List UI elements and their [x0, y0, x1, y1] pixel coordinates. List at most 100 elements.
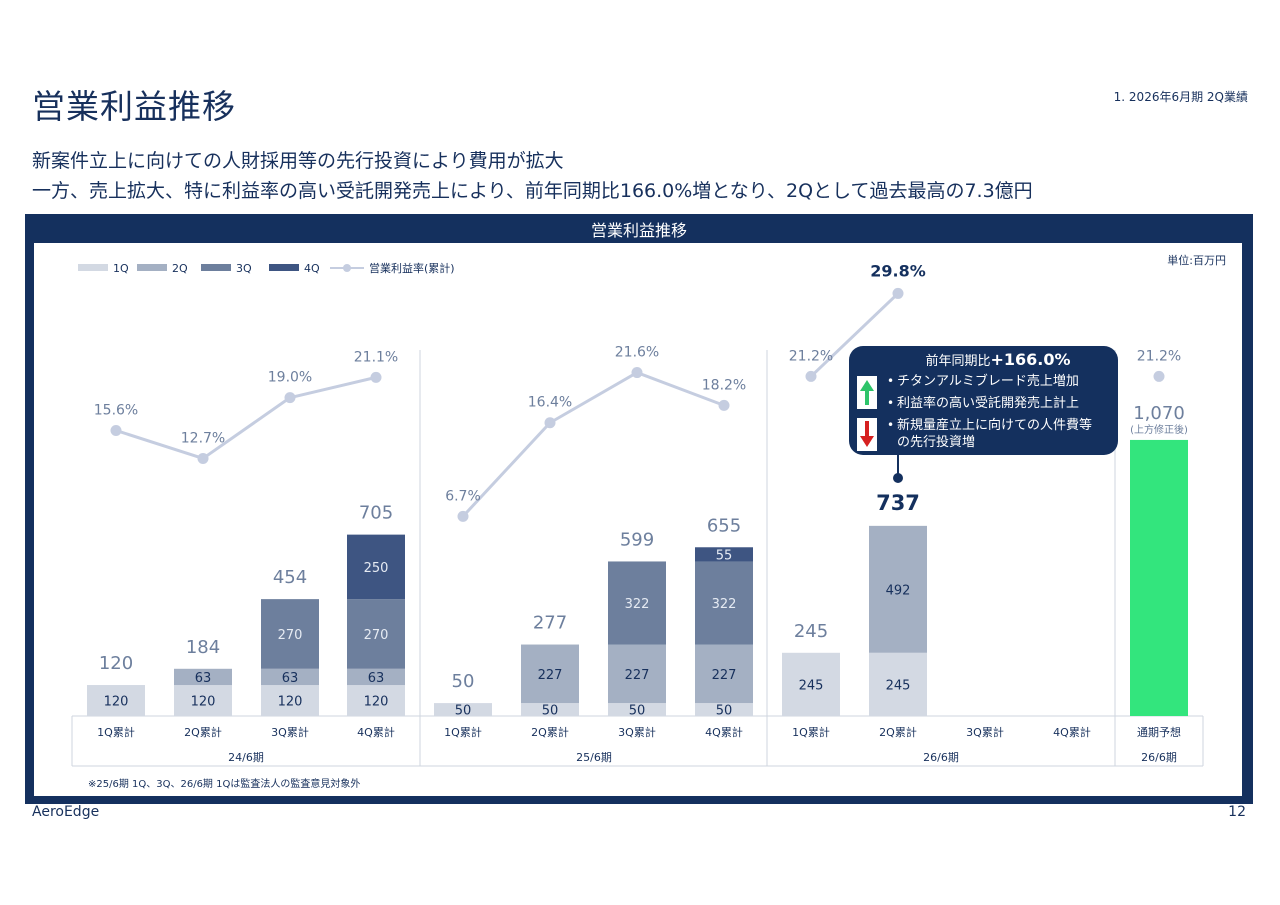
- bar-segment: [434, 703, 492, 716]
- legend-swatch-2q: [137, 264, 167, 271]
- bar-segment-label: 63: [368, 671, 385, 686]
- bar-total-label: 1,070: [1133, 403, 1185, 424]
- bar-segment-label: 120: [278, 695, 303, 710]
- x-tick-label: 2Q累計: [879, 725, 917, 739]
- group-label: 26/6期: [923, 751, 959, 764]
- margin-point: [110, 424, 122, 436]
- margin-line-segment: [202, 396, 291, 460]
- bar-segment: [347, 685, 405, 716]
- bar-segment: [521, 644, 579, 704]
- bar-segment: [261, 668, 319, 686]
- bar-segment: [347, 599, 405, 669]
- margin-label: 21.1%: [354, 349, 398, 365]
- x-tick-label: 1Q累計: [97, 725, 135, 739]
- margin-point: [544, 417, 556, 429]
- bar-segment: [695, 644, 753, 704]
- bar-segment: [608, 644, 666, 704]
- page-number: 12: [1228, 804, 1246, 820]
- bar-segment-label: 270: [278, 628, 303, 643]
- bar-segment-label: 50: [542, 704, 559, 719]
- x-tick-label: 2Q累計: [531, 725, 569, 739]
- margin-line-segment: [461, 421, 552, 518]
- bar-segment-label: 50: [716, 704, 733, 719]
- bar-segment: [521, 703, 579, 716]
- margin-line-segment: [549, 371, 638, 425]
- company-name: AeroEdge: [32, 804, 100, 820]
- panel-title: 営業利益推移: [590, 221, 687, 240]
- bar-total-label: 454: [273, 567, 307, 588]
- bar-segment-label: 55: [716, 548, 733, 563]
- bar-segment-label: 227: [538, 668, 563, 683]
- callout-item-text: 新規量産立上に向けての人件費等: [897, 417, 1092, 433]
- bar-total-label: 50: [452, 671, 475, 692]
- margin-line-segment: [809, 292, 900, 378]
- margin-point: [718, 399, 730, 411]
- bar-segment: [1130, 439, 1188, 716]
- bar-segment: [608, 561, 666, 645]
- legend-swatch-1q: [78, 264, 108, 271]
- bar-segment-label: 245: [886, 678, 911, 693]
- legend-swatch-3q: [201, 264, 231, 271]
- bar-total-label: 277: [533, 613, 567, 634]
- callout-bullet: •: [887, 418, 894, 432]
- bar-segment-label: 120: [191, 695, 216, 710]
- bar-segment: [347, 668, 405, 686]
- margin-point: [805, 370, 817, 382]
- bar-total-label: 599: [620, 529, 654, 550]
- callout-title: 前年同期比+166.0%: [925, 350, 1070, 369]
- bar-segment-label: 270: [364, 628, 389, 643]
- x-tick-label: 4Q累計: [1053, 725, 1091, 739]
- margin-label: 18.2%: [702, 377, 746, 393]
- legend-label-2q: 2Q: [172, 262, 188, 275]
- section-label: 1. 2026年6月期 2Q業績: [1113, 90, 1248, 104]
- bar-segment: [695, 547, 753, 562]
- margin-label: 12.7%: [181, 430, 225, 446]
- bar-segment: [869, 525, 927, 653]
- x-tick-label: 4Q累計: [357, 725, 395, 739]
- x-tick-label: 3Q累計: [966, 725, 1004, 739]
- margin-point: [1153, 370, 1165, 382]
- margin-point: [370, 371, 382, 383]
- x-tick-label: 3Q累計: [271, 725, 309, 739]
- x-tick-label: 2Q累計: [184, 725, 222, 739]
- callout-bullet: •: [887, 374, 894, 388]
- subtitle-line-2: 一方、売上拡大、特に利益率の高い受託開発売上により、前年同期比166.0%増とな…: [32, 180, 1033, 202]
- x-tick-label: 4Q累計: [705, 725, 743, 739]
- group-label: 25/6期: [576, 751, 612, 764]
- bar-total-label: 245: [794, 621, 828, 642]
- legend-label-1q: 1Q: [113, 262, 129, 275]
- callout-bullet: •: [887, 396, 894, 410]
- margin-label: 19.0%: [268, 370, 312, 386]
- margin-label: 21.2%: [1137, 348, 1181, 364]
- page-title: 営業利益推移: [32, 87, 236, 126]
- bar-segment: [174, 685, 232, 716]
- margin-label: 21.2%: [789, 348, 833, 364]
- callout-box: [849, 346, 1118, 455]
- bar-segment-label: 120: [104, 695, 129, 710]
- bar-segment: [87, 685, 145, 716]
- callout-pointer-dot: [893, 473, 903, 483]
- legend-label-3q: 3Q: [236, 262, 252, 275]
- x-tick-label: 通期予想: [1137, 725, 1181, 739]
- margin-line-segment: [289, 375, 377, 400]
- x-tick-label: 1Q累計: [444, 725, 482, 739]
- margin-label: 29.8%: [870, 261, 926, 280]
- forecast-note: (上方修正後): [1130, 423, 1188, 436]
- callout-item-text: チタンアルミブレード売上増加: [897, 373, 1079, 389]
- bar-total-label: 737: [876, 491, 920, 515]
- bar-segment-label: 63: [282, 671, 299, 686]
- bar-segment-label: 50: [629, 704, 646, 719]
- bar-segment: [347, 534, 405, 600]
- margin-line-segment: [115, 429, 204, 460]
- footnote: ※25/6期 1Q、3Q、26/6期 1Qは監査法人の監査意見対象外: [88, 777, 360, 790]
- bar-segment-label: 250: [364, 561, 389, 576]
- x-tick-label: 1Q累計: [792, 725, 830, 739]
- x-tick-label: 3Q累計: [618, 725, 656, 739]
- bar-segment: [261, 599, 319, 669]
- legend-label-4q: 4Q: [304, 262, 320, 275]
- bar-segment-label: 50: [455, 704, 472, 719]
- bar-segment-label: 227: [712, 668, 737, 683]
- margin-label: 15.6%: [94, 402, 138, 418]
- up-arrow-icon: [860, 380, 874, 405]
